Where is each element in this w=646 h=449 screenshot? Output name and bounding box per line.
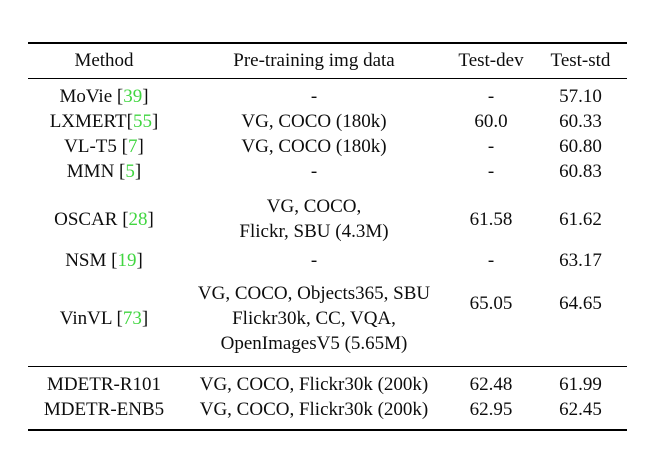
table-group-0: MoVie [39] - -57.10 LXMERT[55] VG, COCO (180… [28,79,627,367]
header-row: Method Pre-training img data Test-dev Te… [28,43,627,79]
citation-bracket-open: [ [126,111,133,132]
table-row: NSM [19] - - 63.17 [28,248,627,273]
pretraining-cell: VG, COCO, Flickr30k (200k) [180,397,448,430]
test-std-cell: 57.10 [559,86,602,107]
test-dev-cell: 62.48 [469,374,513,395]
table-row: MDETR-R101 VG, COCO, Flickr30k (200k) 62.4… [28,367,627,398]
col-header-pretraining: Pre-training img data [180,43,448,79]
citation-bracket-open: [ [116,308,123,329]
test-std-cell: 62.45 [559,399,602,420]
citation-bracket-close: ] [134,161,142,182]
method-cell: MDETR-R101 [28,367,180,398]
test-dev-cell: - [487,136,495,157]
results-table: Method Pre-training img data Test-dev Te… [28,42,627,431]
test-dev-cell: 61.58 [469,208,513,230]
test-std-cell: 64.65 [559,293,602,314]
citation-link[interactable]: 19 [117,250,137,271]
table-row: OSCAR [28] VG, COCO, Flickr, SBU (4.3M) 61.… [28,184,627,248]
table-row: MoVie [39] - - 57.10 [28,79,627,110]
method-name: MDETR-ENB5 [43,399,165,420]
pretraining-line: VG, COCO, Flickr30k (200k) [199,399,429,420]
test-std-cell: 61.62 [559,208,602,230]
table-row: MMN [5] - - 60.83 [28,159,627,184]
pretraining-line: - [310,161,318,182]
pretraining-cell: VG, COCO (180k) [180,134,448,159]
method-name: VL-T5 [64,136,122,157]
citation-link[interactable]: 28 [128,208,148,230]
pretraining-cell: - [180,248,448,273]
citation-bracket-close: ] [141,308,149,329]
method-name: MDETR-R101 [47,374,161,395]
citation-link[interactable]: 39 [123,86,143,107]
pretraining-line: - [310,250,318,271]
citation-bracket-close: ] [137,136,144,157]
test-std-cell: 63.17 [559,250,602,271]
test-dev-cell: - [487,161,495,182]
pretraining-cell: - [180,159,448,184]
method-cell: OSCAR [28] [28,184,180,248]
method-cell: VL-T5 [7] [28,134,180,159]
test-dev-cell: - [487,250,495,271]
test-std-cell: 60.80 [559,136,602,157]
test-std-cell: 60.33 [559,111,602,132]
citation-bracket-open: [ [119,161,126,182]
method-cell: NSM [19] [28,248,180,273]
pretraining-cell: VG, COCO, Flickr, SBU (4.3M) [180,184,448,248]
pretraining-cell: - [180,79,448,110]
method-name: NSM [65,250,112,271]
method-name: LXMERT [49,111,127,132]
pretraining-line: VG, COCO (180k) [241,111,387,132]
pretraining-line: - [310,86,318,107]
test-std-cell: 60.83 [559,161,602,182]
pretraining-cell: VG, COCO (180k) [180,109,448,134]
citation-link[interactable]: 7 [128,136,138,157]
method-cell: MoVie [39] [28,79,180,110]
citation-bracket-close: ] [147,208,154,230]
citation-link[interactable]: 55 [132,111,152,132]
table-row: MDETR-ENB5 VG, COCO, Flickr30k (200k) 62.9… [28,397,627,430]
citation-bracket-open: [ [122,208,129,230]
method-name: VinVL [59,308,117,329]
pretraining-cell: VG, COCO, Objects365, SBU Flickr30k, CC, … [180,273,448,367]
pretraining-cell: VG, COCO, Flickr30k (200k) [180,367,448,398]
method-name: OSCAR [54,208,123,230]
method-name: MMN [66,161,120,182]
method-cell: LXMERT[55] [28,109,180,134]
citation-bracket-close: ] [136,250,143,271]
pretraining-line: Flickr, SBU (4.3M) [239,221,389,242]
test-std-cell: 61.99 [559,374,602,395]
pretraining-line: OpenImagesV5 (5.65M) [220,333,408,354]
citation-bracket-open: [ [116,86,124,107]
pretraining-line: VG, COCO, [266,196,362,217]
pretraining-line: VG, COCO, Flickr30k (200k) [199,374,429,395]
col-header-test-std: Test-std [534,43,627,79]
pretraining-line: VG, COCO, Objects365, SBU [197,283,431,304]
method-cell: MDETR-ENB5 [28,397,180,430]
table-row: VL-T5 [7] VG, COCO (180k) - 60.80 [28,134,627,159]
col-header-method: Method [28,43,180,79]
table-header: Method Pre-training img data Test-dev Te… [28,43,627,79]
citation-bracket-open: [ [121,136,128,157]
method-cell: VinVL [73] [28,273,180,367]
citation-link[interactable]: 5 [125,161,135,182]
test-dev-cell: - [487,86,495,107]
pretraining-line: VG, COCO (180k) [241,136,387,157]
method-cell: MMN [5] [28,159,180,184]
citation-bracket-open: [ [111,250,118,271]
test-dev-cell: 65.05 [469,293,513,314]
test-dev-cell: 60.0 [474,111,508,132]
pretraining-line: Flickr30k, CC, VQA, [232,308,396,329]
table-group-1: MDETR-R101 VG, COCO, Flickr30k (200k) 62.4… [28,366,627,431]
table-row: LXMERT[55] VG, COCO (180k) 60.0 60.33 [28,109,627,134]
citation-bracket-close: ] [151,111,159,132]
col-header-test-dev: Test-dev [448,43,534,79]
citation-bracket-close: ] [142,86,149,107]
method-name: MoVie [59,86,117,107]
table-row: VinVL [73] VG, COCO, Objects365, SBU Flick… [28,273,627,367]
citation-link[interactable]: 73 [122,308,142,329]
test-dev-cell: 62.95 [469,399,513,420]
